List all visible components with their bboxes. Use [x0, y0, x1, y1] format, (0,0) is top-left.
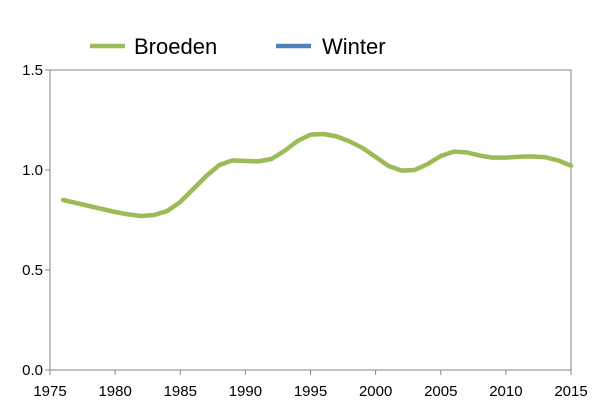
x-tick-label: 1975 [33, 383, 66, 400]
x-tick-label: 2000 [359, 383, 392, 400]
plot-frame [49, 69, 572, 371]
x-tick-label: 2005 [424, 383, 457, 400]
series-line-broeden [60, 131, 574, 219]
x-tick-label: 2010 [489, 383, 522, 400]
legend-label-winter: Winter [322, 34, 386, 59]
x-tick-label: 1990 [229, 383, 262, 400]
y-tick-label: 1.0 [22, 162, 43, 179]
x-tick-label: 1995 [294, 383, 327, 400]
x-tick-label: 1980 [98, 383, 131, 400]
y-tick-label: 0.0 [22, 362, 43, 379]
legend-label-broeden: Broeden [134, 34, 217, 59]
legend: Broeden Winter [90, 34, 386, 59]
y-tick-label: 0.5 [22, 262, 43, 279]
x-tick-label: 2015 [554, 383, 587, 400]
x-tick-label: 1985 [164, 383, 197, 400]
y-tick-label: 1.5 [22, 62, 43, 79]
plot-area: 0.0 0.5 1.0 1.5 1975 1980 1985 1990 1995 2000 2005… [22, 62, 588, 400]
